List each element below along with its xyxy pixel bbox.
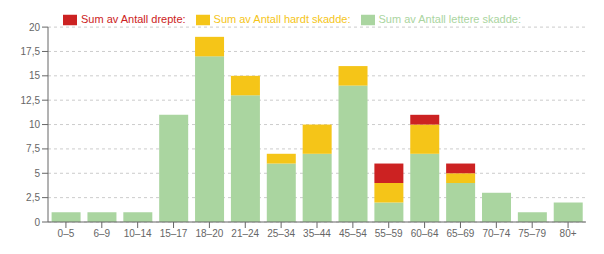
svg-text:60–64: 60–64 <box>411 228 439 239</box>
svg-text:2,5: 2,5 <box>26 192 40 203</box>
svg-text:0: 0 <box>34 217 40 228</box>
svg-text:15–17: 15–17 <box>160 228 188 239</box>
svg-text:18–20: 18–20 <box>195 228 223 239</box>
svg-text:0–5: 0–5 <box>58 228 75 239</box>
svg-text:21–24: 21–24 <box>231 228 259 239</box>
svg-text:7,5: 7,5 <box>26 143 40 154</box>
svg-text:10–14: 10–14 <box>124 228 152 239</box>
svg-text:80+: 80+ <box>560 228 577 239</box>
svg-text:10: 10 <box>29 119 41 130</box>
svg-text:45–54: 45–54 <box>339 228 367 239</box>
svg-text:15: 15 <box>29 70 41 81</box>
svg-text:25–34: 25–34 <box>267 228 295 239</box>
svg-text:65–69: 65–69 <box>447 228 475 239</box>
svg-text:5: 5 <box>34 168 40 179</box>
svg-text:35–44: 35–44 <box>303 228 331 239</box>
svg-text:75–79: 75–79 <box>518 228 546 239</box>
html-text:Sum av Antall lettere skadde:: Sum av Antall lettere skadde: <box>378 13 521 25</box>
svg-text:6–9: 6–9 <box>93 228 110 239</box>
svg-text:12,5: 12,5 <box>21 95 41 106</box>
html-text:Sum av Antall hardt skadde:: Sum av Antall hardt skadde: <box>213 13 351 25</box>
svg-text:20: 20 <box>29 22 41 33</box>
svg-text:70–74: 70–74 <box>482 228 510 239</box>
svg-text:17,5: 17,5 <box>21 46 41 57</box>
svg-text:55–59: 55–59 <box>375 228 403 239</box>
html-text:Sum av Antall drepte:: Sum av Antall drepte: <box>81 13 186 25</box>
